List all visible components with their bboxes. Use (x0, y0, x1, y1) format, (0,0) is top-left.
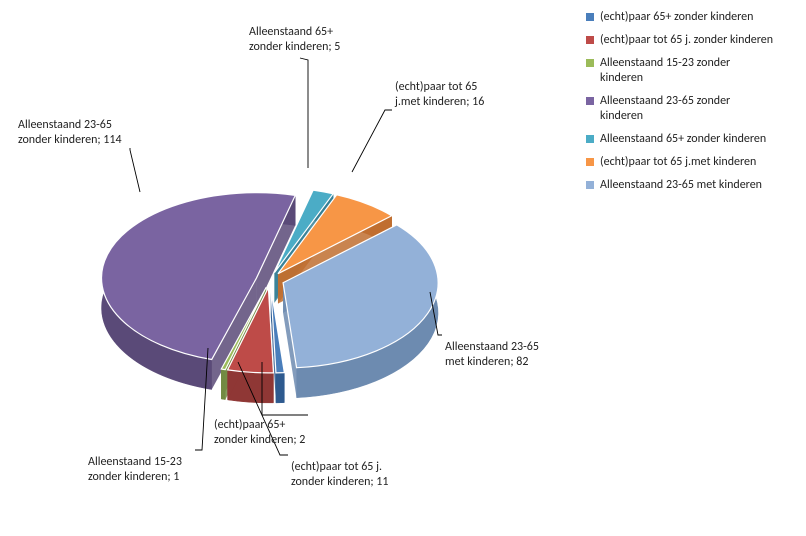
legend-text: Alleenstaand 23-65 met kinderen (600, 178, 762, 193)
slice-label: (echt)paar tot 65 j. zonder kinderen; 11 (291, 460, 388, 490)
legend-item: Alleenstaand 65+ zonder kinderen (586, 132, 776, 147)
legend-text: Alleenstaand 65+ zonder kinderen (600, 132, 766, 147)
legend-item: Alleenstaand 23-65 met kinderen (586, 178, 776, 193)
slice-label: Alleenstaand 15-23 zonder kinderen; 1 (88, 455, 182, 485)
legend-swatch (586, 97, 594, 105)
slice-label: (echt)paar tot 65 j.met kinderen; 16 (395, 80, 484, 110)
legend-item: (echt)paar 65+ zonder kinderen (586, 10, 776, 25)
legend-text: (echt)paar 65+ zonder kinderen (600, 10, 753, 25)
legend-text: (echt)paar tot 65 j.met kinderen (600, 155, 756, 170)
slice-label: Alleenstaand 23-65 zonder kinderen; 114 (18, 118, 122, 148)
legend-item: Alleenstaand 23-65 zonder kinderen (586, 94, 776, 124)
legend-swatch (586, 181, 594, 189)
slice-label: Alleenstaand 65+ zonder kinderen; 5 (249, 25, 340, 55)
pie-chart-container: (echt)paar 65+ zonder kinderen (echt)paar… (0, 0, 806, 536)
legend-swatch (586, 13, 594, 21)
legend-swatch (586, 158, 594, 166)
legend-text: (echt)paar tot 65 j. zonder kinderen (600, 33, 773, 48)
legend: (echt)paar 65+ zonder kinderen (echt)paar… (586, 10, 776, 201)
slice-label: Alleenstaand 23-65 met kinderen; 82 (445, 340, 539, 370)
legend-text: Alleenstaand 23-65 zonder kinderen (600, 94, 776, 124)
legend-swatch (586, 36, 594, 44)
legend-swatch (586, 59, 594, 67)
legend-item: Alleenstaand 15-23 zonder kinderen (586, 56, 776, 86)
legend-item: (echt)paar tot 65 j. zonder kinderen (586, 33, 776, 48)
legend-text: Alleenstaand 15-23 zonder kinderen (600, 56, 776, 86)
legend-item: (echt)paar tot 65 j.met kinderen (586, 155, 776, 170)
slice-label: (echt)paar 65+ zonder kinderen; 2 (214, 418, 305, 448)
legend-swatch (586, 135, 594, 143)
